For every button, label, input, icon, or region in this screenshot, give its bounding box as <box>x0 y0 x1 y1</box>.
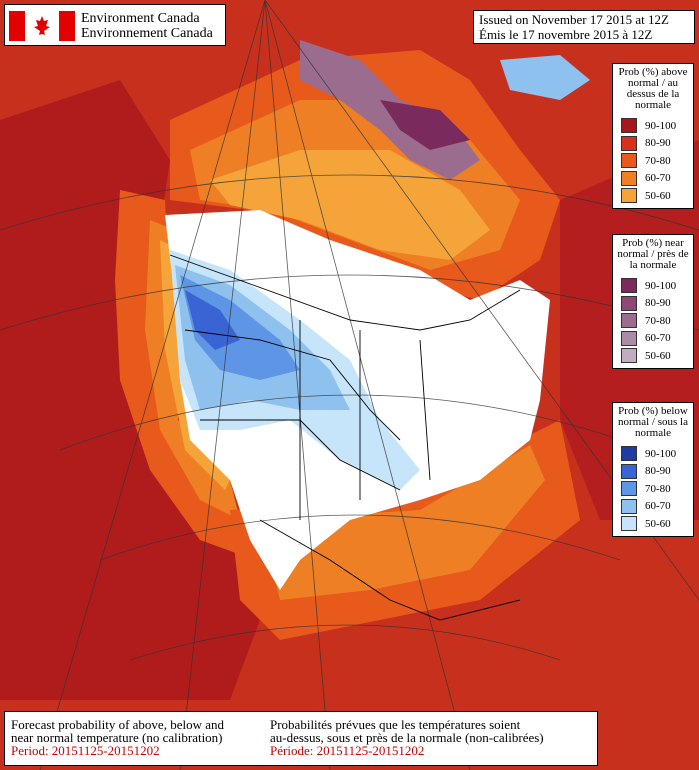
legend-below-normal: Prob (%) below normal / sous la normale … <box>612 402 694 537</box>
legend-swatch <box>621 498 637 514</box>
legend-item: 80-90 <box>617 463 689 481</box>
legend-title: Prob (%) below normal / sous la normale <box>618 405 688 439</box>
caption-french: Probabilités prévues que les température… <box>270 718 570 757</box>
caption-period: Période: 20151125-20151202 <box>270 743 425 758</box>
legend-label: 50-60 <box>645 349 671 362</box>
legend-label: 90-100 <box>645 119 677 132</box>
legend-item: 60-70 <box>617 498 689 516</box>
caption-english: Forecast probability of above, below and… <box>11 718 311 757</box>
issued-date-fr: Émis le 17 novembre 2015 à 12Z <box>479 27 653 42</box>
legend-title: Prob (%) near normal / près de la normal… <box>617 237 689 271</box>
legend-label: 80-90 <box>645 465 671 478</box>
legend-item: 90-100 <box>617 277 689 295</box>
legend-swatch <box>621 313 637 329</box>
legend-item: 60-70 <box>617 170 689 188</box>
legend-swatch <box>621 295 637 311</box>
caption-line: au-dessus, sous et près de la normale (n… <box>270 730 544 745</box>
issued-date-en: Issued on November 17 2015 at 12Z <box>479 12 669 27</box>
legend-label: 90-100 <box>645 447 677 460</box>
legend-label: 90-100 <box>645 279 677 292</box>
legend-item: 90-100 <box>617 445 689 463</box>
caption-line: Probabilités prévues que les température… <box>270 717 521 732</box>
legend-swatch <box>621 118 637 134</box>
legend-label: 70-80 <box>645 482 671 495</box>
legend-swatch <box>621 135 637 151</box>
legend-swatch <box>621 348 637 364</box>
legend-label: 60-70 <box>645 172 671 185</box>
legend-near-normal: Prob (%) near normal / près de la normal… <box>612 234 694 369</box>
caption-line: near normal temperature (no calibration) <box>11 730 223 745</box>
legend-label: 50-60 <box>645 189 671 202</box>
legend-item: 90-100 <box>617 117 689 135</box>
below-80-region <box>185 290 240 350</box>
caption-line: Forecast probability of above, below and <box>11 717 224 732</box>
legend-title: Prob (%) above normal / au dessus de la … <box>618 66 688 111</box>
legend-item: 70-80 <box>617 480 689 498</box>
legend-swatch <box>621 153 637 169</box>
legend-label: 50-60 <box>645 517 671 530</box>
legend-label: 60-70 <box>645 332 671 345</box>
legend-swatch <box>621 170 637 186</box>
legend-above-normal: Prob (%) above normal / au dessus de la … <box>612 63 694 209</box>
legend-swatch <box>621 188 637 204</box>
canada-flag-icon <box>9 11 75 41</box>
legend-item: 50-60 <box>617 187 689 205</box>
legend-swatch <box>621 278 637 294</box>
legend-item: 80-90 <box>617 135 689 153</box>
agency-name-fr: Environnement Canada <box>81 26 213 41</box>
legend-label: 70-80 <box>645 314 671 327</box>
agency-box: Environment Canada Environnement Canada <box>4 4 226 46</box>
legend-swatch <box>621 516 637 532</box>
agency-name-en: Environment Canada <box>81 11 200 26</box>
caption-box: Forecast probability of above, below and… <box>4 711 598 766</box>
issued-box: Issued on November 17 2015 at 12Z Émis l… <box>473 10 695 44</box>
legend-item: 80-90 <box>617 295 689 313</box>
legend-label: 60-70 <box>645 500 671 513</box>
political-borders <box>169 254 521 621</box>
caption-period: Period: 20151125-20151202 <box>11 743 160 758</box>
legend-item: 60-70 <box>617 330 689 348</box>
legend-item: 70-80 <box>617 152 689 170</box>
legend-item: 70-80 <box>617 312 689 330</box>
below-50-region-arctic <box>500 55 590 100</box>
legend-swatch <box>621 330 637 346</box>
legend-swatch <box>621 481 637 497</box>
near-normal-region-hudson <box>380 100 470 150</box>
legend-item: 50-60 <box>617 515 689 533</box>
legend-swatch <box>621 463 637 479</box>
legend-item: 50-60 <box>617 347 689 365</box>
legend-swatch <box>621 446 637 462</box>
legend-label: 70-80 <box>645 154 671 167</box>
legend-label: 80-90 <box>645 297 671 310</box>
legend-label: 80-90 <box>645 137 671 150</box>
below-70-region <box>180 275 300 380</box>
